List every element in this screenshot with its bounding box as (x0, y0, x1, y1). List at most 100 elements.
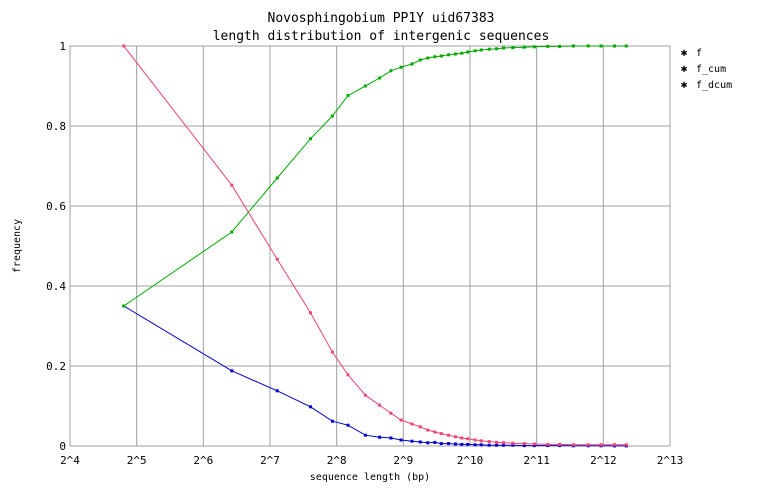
data-point (418, 58, 422, 62)
data-point (418, 440, 422, 444)
data-point (511, 441, 515, 445)
x-tick-label: 2^8 (327, 454, 347, 467)
tick-layer: 2^4 2^5 2^6 2^7 2^8 2^9 2^10 2^11 2^12 2^13 0 0.2 0.… (46, 40, 683, 467)
data-point (309, 405, 312, 409)
data-point (378, 435, 382, 439)
data-point (613, 44, 616, 48)
legend-label: f (696, 48, 702, 59)
data-point (558, 442, 562, 446)
data-point (532, 45, 536, 49)
data-point (599, 44, 603, 48)
data-point (599, 443, 603, 447)
x-tick-label: 2^12 (590, 454, 617, 467)
data-point (122, 44, 126, 48)
data-point (426, 56, 430, 60)
legend-item: ✱ f_cum (681, 62, 726, 75)
data-point (460, 51, 464, 55)
data-point (495, 47, 499, 51)
legend-item: ✱ f_dcum (681, 78, 732, 91)
legend-label: f_dcum (696, 80, 732, 91)
data-point (511, 443, 515, 447)
data-point (363, 84, 367, 88)
data-point (613, 443, 616, 447)
data-point (330, 350, 334, 354)
data-point (330, 114, 334, 118)
data-point (466, 442, 470, 446)
data-point (466, 50, 470, 54)
data-point (399, 418, 403, 422)
data-point (389, 411, 393, 415)
data-point (453, 52, 457, 56)
x-tick-label: 2^7 (260, 454, 280, 467)
data-point (487, 440, 491, 444)
data-point (487, 47, 491, 51)
data-point (546, 44, 550, 48)
data-point (479, 443, 483, 447)
data-point (230, 183, 234, 187)
data-point (275, 389, 279, 393)
data-point (410, 439, 414, 443)
data-point (511, 46, 515, 50)
data-point (433, 430, 437, 434)
data-point (433, 55, 437, 59)
y-tick-label: 0.6 (46, 200, 66, 213)
chart-title: Novosphingobium PP1Y uid67383 (268, 11, 495, 26)
data-point (230, 230, 234, 234)
data-point (399, 438, 403, 442)
data-point (466, 437, 470, 441)
x-axis-label: sequence length (bp) (310, 472, 430, 483)
data-point (363, 393, 367, 397)
legend: ✱ f✱ f_cum✱ f_dcum (681, 46, 732, 91)
data-point (522, 444, 526, 448)
data-point (230, 369, 234, 373)
legend-item: ✱ f (681, 46, 702, 59)
data-point (502, 443, 505, 447)
data-point (571, 44, 575, 48)
data-point (624, 44, 628, 48)
data-point (460, 436, 464, 440)
legend-marker: ✱ (681, 78, 688, 91)
data-point (346, 94, 350, 98)
grid-layer (70, 46, 670, 446)
data-point (378, 76, 382, 80)
x-tick-label: 2^13 (657, 454, 684, 467)
legend-marker: ✱ (681, 62, 688, 75)
data-point (410, 62, 414, 66)
data-point (399, 65, 403, 69)
series-f-dcum (122, 44, 628, 447)
data-point (275, 257, 279, 261)
data-point (439, 54, 443, 58)
data-point (439, 432, 443, 436)
data-point (426, 441, 430, 445)
x-tick-label: 2^6 (193, 454, 213, 467)
data-point (453, 435, 457, 439)
data-point (363, 433, 367, 437)
data-point (546, 442, 550, 446)
x-tick-label: 2^9 (393, 454, 413, 467)
data-point (473, 443, 477, 447)
data-point (479, 48, 483, 52)
legend-label: f_cum (696, 64, 726, 75)
y-tick-label: 1 (59, 40, 66, 53)
y-tick-label: 0.2 (46, 360, 66, 373)
data-point (558, 44, 562, 48)
data-point (502, 46, 505, 50)
data-point (122, 304, 126, 308)
data-point (532, 444, 536, 448)
data-point (439, 442, 443, 446)
data-point (502, 441, 505, 445)
legend-marker: ✱ (681, 46, 688, 59)
data-point (460, 442, 464, 446)
y-tick-label: 0 (59, 440, 66, 453)
x-tick-label: 2^11 (523, 454, 550, 467)
series-layer (122, 44, 628, 448)
data-point (624, 443, 628, 447)
data-point (522, 442, 526, 446)
data-point (453, 442, 457, 446)
data-point (426, 428, 430, 432)
data-point (495, 440, 499, 444)
data-point (309, 311, 312, 315)
x-tick-label: 2^5 (127, 454, 147, 467)
y-tick-label: 0.8 (46, 120, 66, 133)
